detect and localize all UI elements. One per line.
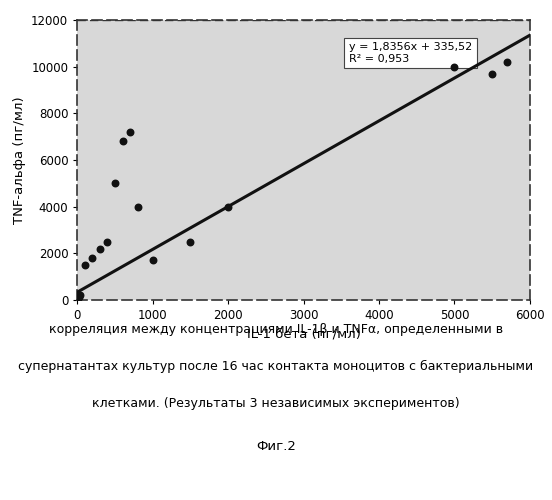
- Point: [73, 296, 82, 304]
- Text: корреляция между концентрациями IL-1β и TNFα, определенными в: корреляция между концентрациями IL-1β и …: [49, 322, 503, 336]
- Point: [118, 138, 127, 145]
- X-axis label: IL-1 бета (пг/мл): IL-1 бета (пг/мл): [247, 328, 360, 340]
- Point: [224, 202, 232, 210]
- Point: [73, 294, 82, 302]
- Text: клетками. (Результаты 3 независимых экспериментов): клетками. (Результаты 3 независимых эксп…: [92, 398, 460, 410]
- Point: [110, 180, 119, 188]
- Point: [75, 292, 84, 300]
- Point: [450, 62, 459, 70]
- Text: y = 1,8356x + 335,52
R² = 0,953: y = 1,8356x + 335,52 R² = 0,953: [349, 42, 472, 64]
- Point: [75, 292, 83, 300]
- Point: [503, 58, 512, 66]
- Y-axis label: TNF-альфа (пг/мл): TNF-альфа (пг/мл): [13, 96, 25, 224]
- Point: [186, 238, 195, 246]
- Point: [126, 128, 135, 136]
- Point: [103, 238, 112, 246]
- Point: [488, 70, 497, 78]
- Text: Фиг.2: Фиг.2: [256, 440, 296, 453]
- Point: [148, 256, 157, 264]
- Point: [95, 244, 104, 252]
- Point: [133, 202, 142, 210]
- Point: [81, 261, 89, 269]
- Point: [73, 295, 82, 303]
- Point: [88, 254, 97, 262]
- Text: супернатантах культур после 16 час контакта моноцитов с бактериальными: супернатантах культур после 16 час конта…: [18, 360, 534, 373]
